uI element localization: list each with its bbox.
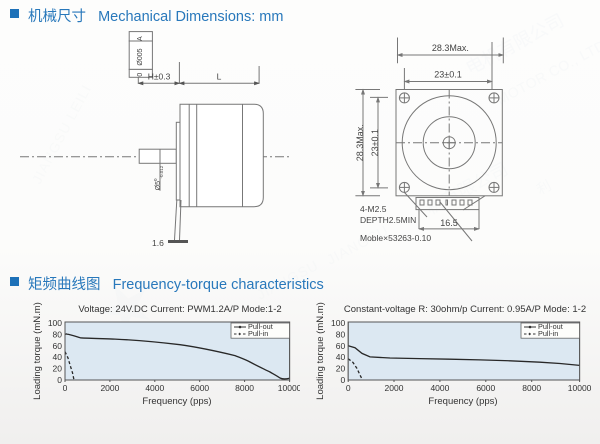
svg-text:Frequency (pps): Frequency (pps) — [428, 396, 497, 407]
svg-text:23±0.1: 23±0.1 — [370, 129, 380, 156]
svg-text:0: 0 — [57, 375, 62, 385]
svg-text:Loading torque (mN.m): Loading torque (mN.m) — [32, 302, 43, 400]
svg-text:1.6: 1.6 — [152, 238, 164, 248]
svg-text:0: 0 — [346, 383, 351, 393]
svg-text:40: 40 — [336, 352, 346, 362]
svg-text:Pull-in: Pull-in — [248, 329, 268, 338]
svg-text:16.5: 16.5 — [440, 218, 458, 228]
svg-text:Ø50-0.012: Ø50-0.012 — [153, 165, 164, 190]
svg-text:DEPTH2.5MIN: DEPTH2.5MIN — [360, 215, 416, 225]
svg-text:Loading torque (mN.m): Loading torque (mN.m) — [315, 302, 326, 400]
svg-text:4000: 4000 — [430, 383, 449, 393]
svg-text:80: 80 — [336, 329, 346, 339]
svg-text:4-M2.5: 4-M2.5 — [360, 204, 387, 214]
svg-text:0: 0 — [340, 375, 345, 385]
svg-text:Voltage: 24V.DC Current: PWM1.: Voltage: 24V.DC Current: PWM1.2A/P Mode:… — [78, 304, 281, 315]
svg-text:40: 40 — [53, 352, 63, 362]
svg-text:8000: 8000 — [522, 383, 541, 393]
svg-text:10000: 10000 — [568, 383, 592, 393]
svg-text:20: 20 — [53, 364, 63, 374]
svg-text:23±0.1: 23±0.1 — [434, 70, 461, 80]
svg-text:Ø005: Ø005 — [137, 48, 144, 65]
svg-text:60: 60 — [53, 341, 63, 351]
svg-text:100: 100 — [48, 318, 62, 328]
svg-text:A: A — [137, 36, 144, 41]
svg-text:2000: 2000 — [100, 383, 119, 393]
svg-text:L: L — [217, 72, 222, 82]
svg-text:80: 80 — [53, 329, 63, 339]
svg-text:Pull-in: Pull-in — [538, 329, 558, 338]
svg-text:Frequency (pps): Frequency (pps) — [142, 396, 211, 407]
svg-text:0: 0 — [137, 73, 144, 77]
svg-text:2000: 2000 — [385, 383, 404, 393]
svg-text:28.3Max.: 28.3Max. — [355, 124, 365, 161]
svg-text:100: 100 — [331, 318, 345, 328]
svg-text:6000: 6000 — [190, 383, 209, 393]
svg-text:10000: 10000 — [278, 383, 300, 393]
svg-text:H±0.3: H±0.3 — [148, 72, 171, 82]
svg-text:60: 60 — [336, 341, 346, 351]
svg-text:8000: 8000 — [235, 383, 254, 393]
svg-text:Constant-voltage R: 30ohm/p Cu: Constant-voltage R: 30ohm/p Current: 0.9… — [344, 304, 586, 315]
svg-text:0: 0 — [63, 383, 68, 393]
svg-text:6000: 6000 — [476, 383, 495, 393]
svg-text:20: 20 — [336, 364, 346, 374]
svg-text:28.3Max.: 28.3Max. — [432, 43, 469, 53]
svg-text:4000: 4000 — [145, 383, 164, 393]
svg-text:Moble×53263-0.10: Moble×53263-0.10 — [360, 233, 431, 243]
